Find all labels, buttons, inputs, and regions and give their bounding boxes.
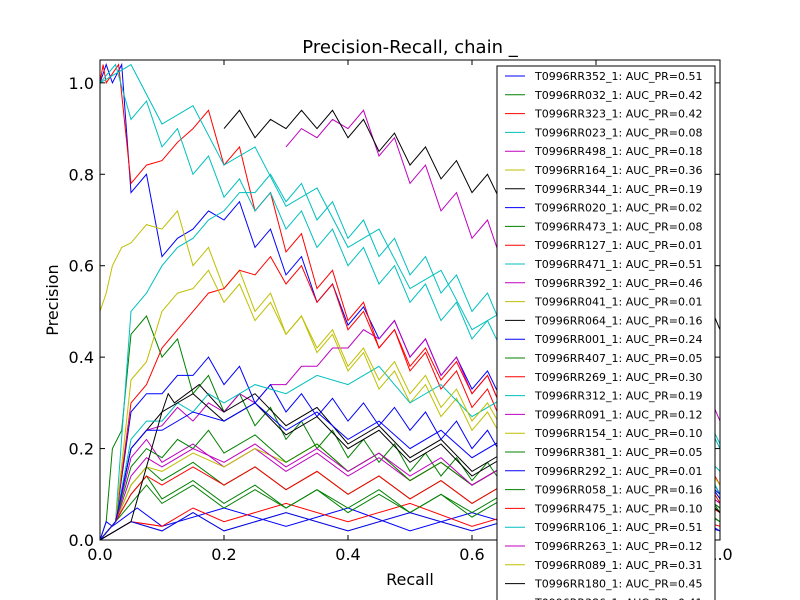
legend-label-14: T0996RR001_1: AUC_PR=0.24	[534, 333, 702, 346]
legend-label-12: T0996RR041_1: AUC_PR=0.01	[534, 296, 702, 309]
legend-label-17: T0996RR312_1: AUC_PR=0.19	[534, 390, 702, 403]
x-axis-label: Recall	[386, 570, 434, 589]
legend-label-15: T0996RR407_1: AUC_PR=0.05	[534, 352, 702, 365]
legend-label-5: T0996RR164_1: AUC_PR=0.36	[534, 164, 702, 177]
legend-label-23: T0996RR475_1: AUC_PR=0.10	[534, 502, 702, 515]
y-tick-label: 0.8	[69, 165, 94, 184]
legend-label-27: T0996RR180_1: AUC_PR=0.45	[534, 578, 702, 591]
legend-label-11: T0996RR392_1: AUC_PR=0.46	[534, 277, 702, 290]
x-tick-label: 0.4	[335, 545, 360, 564]
legend-label-3: T0996RR023_1: AUC_PR=0.08	[534, 126, 702, 139]
legend-label-4: T0996RR498_1: AUC_PR=0.18	[534, 145, 702, 158]
y-tick-label: 0.0	[69, 531, 94, 550]
legend-label-18: T0996RR091_1: AUC_PR=0.12	[534, 408, 702, 421]
legend: T0996RR352_1: AUC_PR=0.51 T0996RR032_1: A…	[496, 65, 716, 600]
legend-label-25: T0996RR263_1: AUC_PR=0.12	[534, 540, 702, 553]
legend-label-22: T0996RR058_1: AUC_PR=0.16	[534, 484, 702, 497]
y-axis-label: Precision	[43, 264, 62, 335]
legend-label-2: T0996RR323_1: AUC_PR=0.42	[534, 108, 702, 121]
legend-label-13: T0996RR064_1: AUC_PR=0.16	[534, 314, 702, 327]
x-tick-label: 0.6	[459, 545, 484, 564]
y-tick-label: 0.2	[69, 440, 94, 459]
legend-label-7: T0996RR020_1: AUC_PR=0.02	[534, 202, 702, 215]
legend-label-8: T0996RR473_1: AUC_PR=0.08	[534, 220, 702, 233]
legend-label-10: T0996RR471_1: AUC_PR=0.51	[534, 258, 702, 271]
legend-label-6: T0996RR344_1: AUC_PR=0.19	[534, 183, 702, 196]
plot-frame	[99, 59, 721, 541]
legend-label-16: T0996RR269_1: AUC_PR=0.30	[534, 371, 702, 384]
y-tick-label: 0.4	[69, 348, 94, 367]
legend-label-26: T0996RR089_1: AUC_PR=0.31	[534, 559, 702, 572]
legend-label-19: T0996RR154_1: AUC_PR=0.10	[534, 427, 702, 440]
legend-label-24: T0996RR106_1: AUC_PR=0.51	[534, 521, 702, 534]
legend-label-21: T0996RR292_1: AUC_PR=0.01	[534, 465, 702, 478]
legend-box	[496, 65, 716, 600]
y-tick-label: 1.0	[69, 74, 94, 93]
legend-label-28: T0996RR386_1: AUC_PR=0.41	[534, 596, 702, 600]
legend-label-1: T0996RR032_1: AUC_PR=0.42	[534, 89, 702, 102]
x-tick-label: 0.2	[211, 545, 236, 564]
y-tick-label: 0.6	[69, 257, 94, 276]
legend-label-0: T0996RR352_1: AUC_PR=0.51	[534, 70, 702, 83]
legend-label-20: T0996RR381_1: AUC_PR=0.05	[534, 446, 702, 459]
legend-label-9: T0996RR127_1: AUC_PR=0.01	[534, 239, 702, 252]
chart-title: Precision-Recall, chain _	[302, 37, 518, 58]
x-tick-label: 0.0	[87, 545, 112, 564]
